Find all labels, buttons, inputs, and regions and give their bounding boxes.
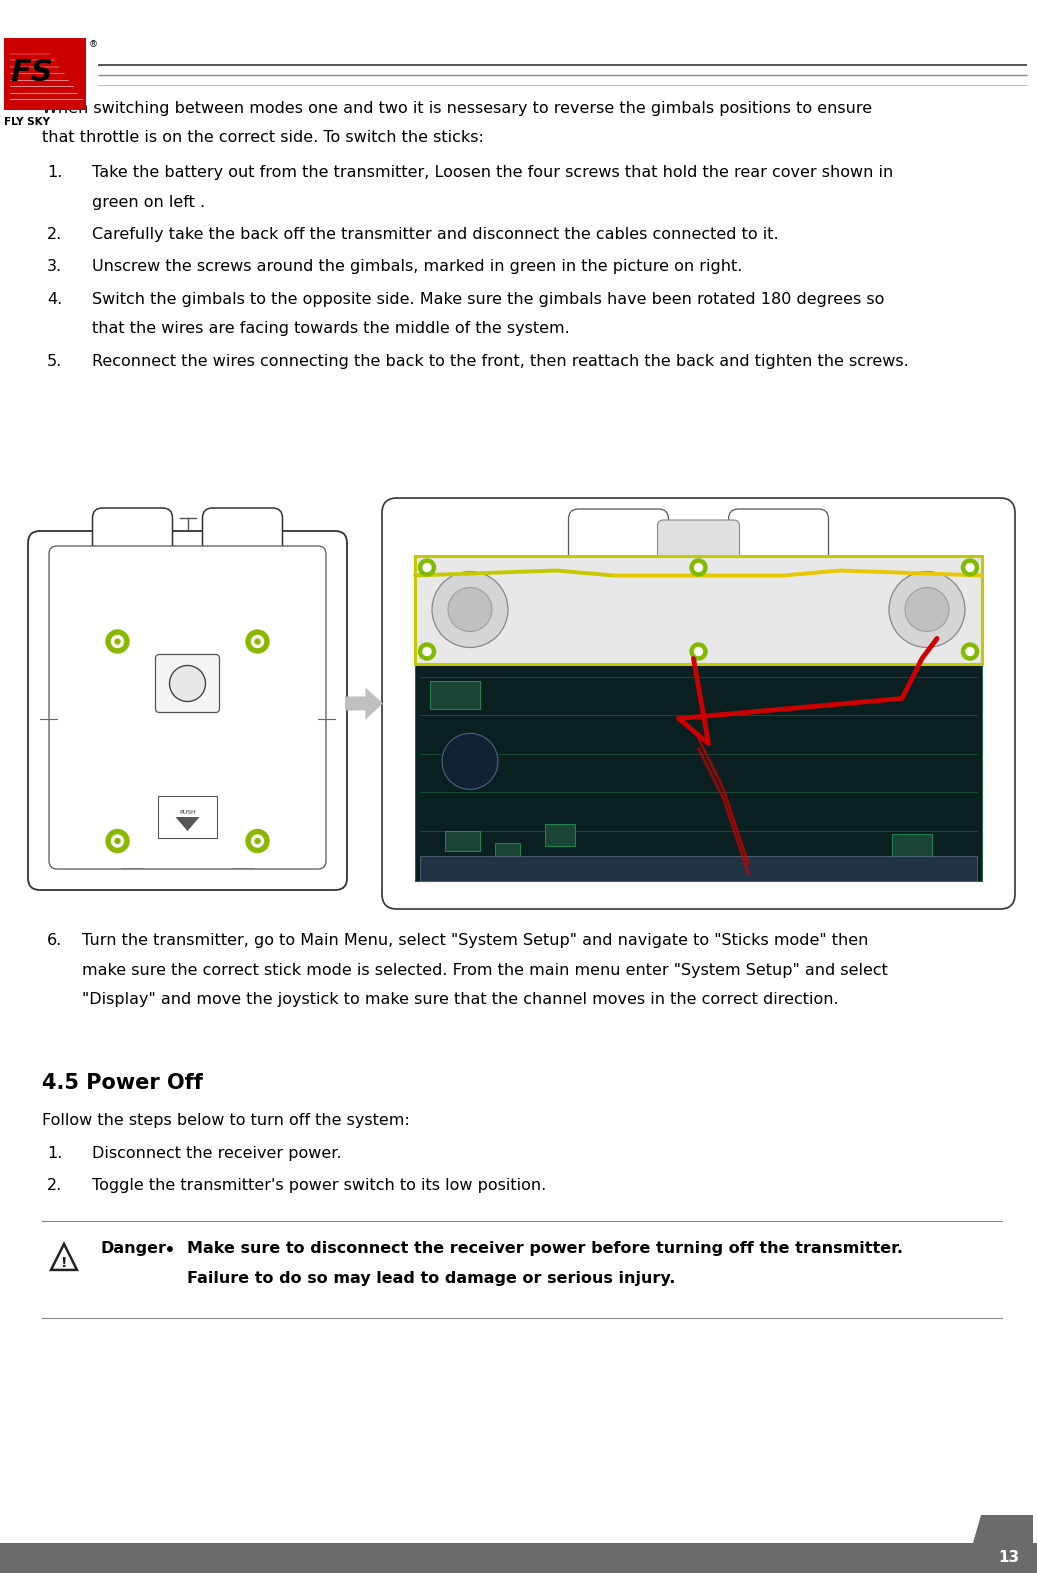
Text: 1.: 1. bbox=[47, 1147, 62, 1161]
Text: Danger: Danger bbox=[100, 1241, 166, 1255]
Text: Switch the gimbals to the opposite side. Make sure the gimbals have been rotated: Switch the gimbals to the opposite side.… bbox=[92, 293, 885, 307]
Text: Failure to do so may lead to damage or serious injury.: Failure to do so may lead to damage or s… bbox=[187, 1271, 675, 1285]
Text: •: • bbox=[164, 1241, 176, 1260]
FancyBboxPatch shape bbox=[415, 664, 982, 881]
Text: Follow the steps below to turn off the system:: Follow the steps below to turn off the s… bbox=[43, 1114, 410, 1128]
FancyBboxPatch shape bbox=[202, 508, 282, 576]
Text: Unscrew the screws around the gimbals, marked in green in the picture on right.: Unscrew the screws around the gimbals, m… bbox=[92, 260, 742, 275]
FancyBboxPatch shape bbox=[657, 521, 739, 573]
Text: Reconnect the wires connecting the back to the front, then reattach the back and: Reconnect the wires connecting the back … bbox=[92, 354, 908, 370]
Text: make sure the correct stick mode is selected. From the main menu enter "System S: make sure the correct stick mode is sele… bbox=[82, 963, 888, 977]
Text: 4.: 4. bbox=[47, 293, 62, 307]
FancyBboxPatch shape bbox=[92, 508, 172, 576]
Text: When switching between modes one and two it is nessesary to reverse the gimbals : When switching between modes one and two… bbox=[43, 101, 872, 116]
FancyBboxPatch shape bbox=[420, 856, 977, 881]
Circle shape bbox=[106, 631, 129, 653]
Circle shape bbox=[448, 587, 492, 631]
Circle shape bbox=[905, 587, 949, 631]
FancyBboxPatch shape bbox=[445, 831, 480, 851]
Text: green on left .: green on left . bbox=[92, 195, 205, 209]
Circle shape bbox=[432, 571, 508, 648]
FancyBboxPatch shape bbox=[545, 824, 574, 846]
Circle shape bbox=[695, 563, 702, 571]
FancyBboxPatch shape bbox=[158, 796, 218, 838]
Circle shape bbox=[255, 838, 260, 843]
FancyBboxPatch shape bbox=[568, 510, 669, 591]
Text: 6.: 6. bbox=[47, 933, 62, 949]
Text: 13: 13 bbox=[999, 1549, 1019, 1565]
Text: 2.: 2. bbox=[47, 1178, 62, 1192]
Circle shape bbox=[889, 571, 965, 648]
Circle shape bbox=[419, 643, 436, 661]
Circle shape bbox=[442, 733, 498, 790]
Circle shape bbox=[112, 635, 123, 648]
Text: 3.: 3. bbox=[47, 260, 62, 275]
Circle shape bbox=[690, 643, 707, 661]
FancyBboxPatch shape bbox=[156, 654, 220, 713]
Circle shape bbox=[252, 835, 263, 846]
Circle shape bbox=[961, 643, 979, 661]
Circle shape bbox=[115, 838, 120, 843]
Circle shape bbox=[961, 558, 979, 576]
Circle shape bbox=[252, 635, 263, 648]
Circle shape bbox=[966, 563, 974, 571]
FancyBboxPatch shape bbox=[49, 546, 326, 868]
Text: Make sure to disconnect the receiver power before turning off the transmitter.: Make sure to disconnect the receiver pow… bbox=[187, 1241, 903, 1255]
Text: that throttle is on the correct side. To switch the sticks:: that throttle is on the correct side. To… bbox=[43, 131, 484, 145]
FancyBboxPatch shape bbox=[430, 681, 480, 708]
Text: 2.: 2. bbox=[47, 227, 62, 242]
Circle shape bbox=[169, 665, 205, 702]
Text: Turn the transmitter, go to Main Menu, select "System Setup" and navigate to "St: Turn the transmitter, go to Main Menu, s… bbox=[82, 933, 868, 949]
FancyBboxPatch shape bbox=[729, 510, 829, 591]
Text: PUSH: PUSH bbox=[179, 810, 196, 815]
FancyBboxPatch shape bbox=[415, 555, 982, 664]
Text: Toggle the transmitter's power switch to its low position.: Toggle the transmitter's power switch to… bbox=[92, 1178, 546, 1192]
FancyBboxPatch shape bbox=[495, 843, 520, 860]
Polygon shape bbox=[973, 1515, 1033, 1543]
Polygon shape bbox=[4, 38, 86, 110]
Text: ®: ® bbox=[89, 39, 99, 49]
Text: 4.5 Power Off: 4.5 Power Off bbox=[43, 1073, 203, 1093]
FancyBboxPatch shape bbox=[382, 499, 1015, 909]
FancyBboxPatch shape bbox=[28, 532, 347, 890]
Text: "Display" and move the joystick to make sure that the channel moves in the corre: "Display" and move the joystick to make … bbox=[82, 993, 839, 1007]
Circle shape bbox=[423, 648, 431, 656]
Text: Carefully take the back off the transmitter and disconnect the cables connected : Carefully take the back off the transmit… bbox=[92, 227, 779, 242]
Polygon shape bbox=[175, 816, 199, 831]
FancyBboxPatch shape bbox=[930, 566, 982, 659]
Circle shape bbox=[246, 631, 269, 653]
Circle shape bbox=[106, 829, 129, 853]
Text: Take the battery out from the transmitter, Loosen the four screws that hold the : Take the battery out from the transmitte… bbox=[92, 165, 893, 179]
Text: 1.: 1. bbox=[47, 165, 62, 179]
Text: FS: FS bbox=[10, 58, 53, 87]
Circle shape bbox=[690, 558, 707, 576]
Circle shape bbox=[246, 829, 269, 853]
Text: !: ! bbox=[61, 1255, 67, 1269]
Polygon shape bbox=[51, 1244, 77, 1269]
Circle shape bbox=[115, 639, 120, 643]
Circle shape bbox=[695, 648, 702, 656]
Circle shape bbox=[419, 558, 436, 576]
Text: Disconnect the receiver power.: Disconnect the receiver power. bbox=[92, 1147, 341, 1161]
Text: FLY SKY: FLY SKY bbox=[4, 116, 50, 127]
Text: 5.: 5. bbox=[47, 354, 62, 370]
FancyBboxPatch shape bbox=[892, 834, 932, 856]
Bar bbox=[0, 1543, 1037, 1573]
Text: that the wires are facing towards the middle of the system.: that the wires are facing towards the mi… bbox=[92, 321, 569, 337]
Circle shape bbox=[423, 563, 431, 571]
Circle shape bbox=[255, 639, 260, 643]
Circle shape bbox=[966, 648, 974, 656]
Polygon shape bbox=[345, 687, 383, 719]
Circle shape bbox=[112, 835, 123, 846]
